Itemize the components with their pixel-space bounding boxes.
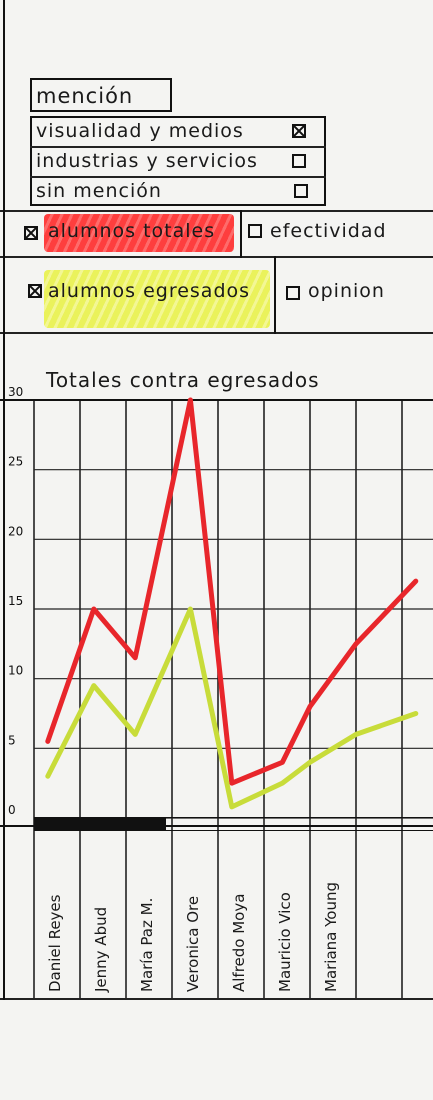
divider [3,0,5,1000]
y-tick-label: 10 [8,664,23,678]
filter-egresados-checkbox[interactable] [28,284,42,298]
category-label: María Paz M. [138,897,156,992]
option-sin-mencion-label: sin mención [36,180,162,202]
chart-title: Totales contra egresados [46,368,320,392]
category-label: Alfredo Moya [230,893,248,992]
y-tick-label: 0 [8,803,16,817]
divider [0,998,433,1000]
filter-efectividad-checkbox[interactable] [248,224,262,238]
filter-egresados-label: alumnos egresados [48,280,251,302]
category-label: Jenny Abud [92,906,110,992]
filter-efectividad-label: efectividad [270,220,387,242]
option-industrias-checkbox[interactable] [292,154,306,168]
divider [240,210,242,258]
filter-totales-label: alumnos totales [48,220,216,242]
category-label: Mariana Young [322,881,340,992]
divider [30,176,326,178]
filter-totales-checkbox[interactable] [24,226,38,240]
category-label: Mauricio Vico [276,892,294,992]
y-tick-label: 15 [8,594,23,608]
divider [274,256,276,334]
option-industrias-label: industrias y servicios [36,150,258,172]
scrollbar-thumb[interactable] [34,817,166,831]
mencion-label: mención [36,84,134,108]
mencion-options [30,116,326,206]
scrollbar-track [34,817,433,831]
filter-opinion-label: opinion [308,280,385,302]
filter-egresados-highlight [44,270,270,328]
y-tick-label: 30 [8,385,23,399]
category-label: Daniel Reyes [46,894,64,992]
option-sin-mencion-checkbox[interactable] [294,184,308,198]
series-line-totales [45,397,419,786]
divider [0,256,433,258]
divider [0,210,433,212]
filter-opinion-checkbox[interactable] [286,286,300,300]
y-tick-label: 5 [8,733,16,747]
option-visualidad-checkbox[interactable] [292,124,306,138]
mencion-header [30,78,172,112]
option-visualidad-label: visualidad y medios [36,120,244,142]
divider [0,332,433,334]
divider [30,146,326,148]
y-tick-label: 20 [8,524,23,538]
filter-totales-highlight [44,214,234,252]
y-tick-label: 25 [8,455,23,469]
category-label: Veronica Ore [184,895,202,992]
line-chart: 30 25 20 15 10 5 0 [0,385,433,1000]
